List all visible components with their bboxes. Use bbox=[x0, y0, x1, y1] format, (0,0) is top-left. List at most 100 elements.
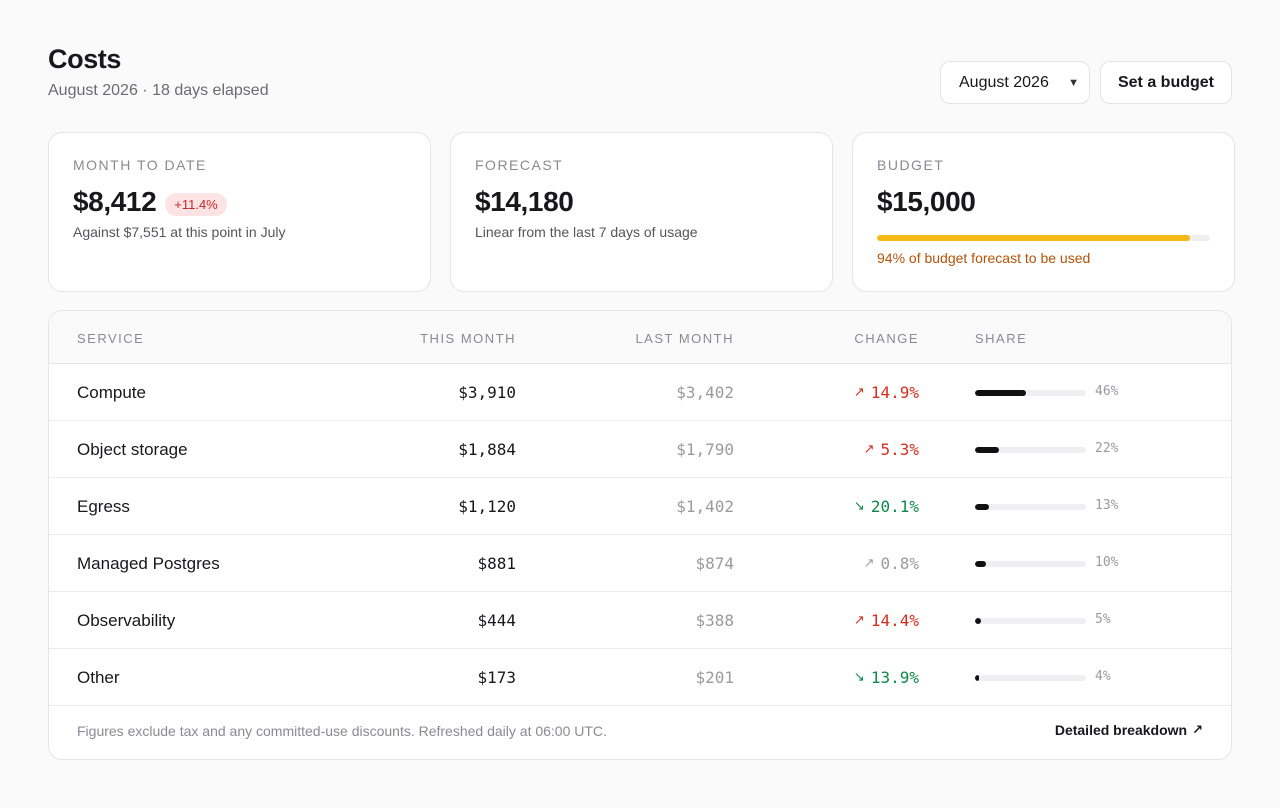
table-row[interactable]: Managed Postgres $881 $874 ↗ 0.8% 10% bbox=[49, 535, 1231, 592]
col-this-month-header[interactable]: THIS MONTH bbox=[420, 331, 516, 346]
card-value: $8,412 bbox=[73, 186, 157, 217]
card-value-row: $15,000 bbox=[877, 185, 1210, 219]
card-label: MONTH TO DATE bbox=[73, 157, 207, 173]
share-bar bbox=[975, 390, 1086, 396]
col-share-header[interactable]: SHARE bbox=[975, 331, 1028, 346]
share-bar-fill bbox=[975, 561, 987, 567]
table-row[interactable]: Object storage $1,884 $1,790 ↗ 5.3% 22% bbox=[49, 421, 1231, 478]
arrow-up-right-icon: ↗ bbox=[863, 556, 875, 571]
change-cell: ↗ 0.8% bbox=[864, 554, 919, 573]
share-percent: 22% bbox=[1095, 441, 1119, 456]
change-cell: ↗ 14.4% bbox=[854, 611, 919, 630]
table-body: Compute $3,910 $3,402 ↗ 14.9% 46% Object stora… bbox=[49, 364, 1231, 706]
set-budget-button[interactable]: Set a budget bbox=[1100, 61, 1232, 104]
last-month-value: $1,790 bbox=[676, 440, 734, 459]
budget-progress-fill bbox=[877, 235, 1191, 241]
card-value-row: $14,180 bbox=[475, 185, 808, 219]
last-month-value: $388 bbox=[695, 611, 734, 630]
forecast-card: FORECAST $14,180 Linear from the last 7 … bbox=[450, 132, 833, 292]
service-name: Other bbox=[77, 668, 120, 687]
share-bar bbox=[975, 504, 1086, 510]
col-last-month-header[interactable]: LAST MONTH bbox=[635, 331, 734, 346]
month-to-date-card: MONTH TO DATE $8,412 +11.4% Against $7,5… bbox=[48, 132, 431, 292]
change-value: 14.4% bbox=[870, 611, 919, 630]
this-month-value: $173 bbox=[477, 668, 516, 687]
arrow-up-right-icon: ↗ bbox=[853, 613, 865, 628]
change-value: 5.3% bbox=[880, 440, 919, 459]
table-row[interactable]: Egress $1,120 $1,402 ↘ 20.1% 13% bbox=[49, 478, 1231, 535]
card-value: $15,000 bbox=[877, 186, 976, 217]
card-note: Against $7,551 at this point in July bbox=[73, 224, 286, 240]
table-header: SERVICE THIS MONTH LAST MONTH CHANGE SHA… bbox=[49, 311, 1231, 364]
service-name: Managed Postgres bbox=[77, 554, 220, 573]
table-footer: Figures exclude tax and any committed-us… bbox=[49, 703, 1231, 759]
change-value: 20.1% bbox=[870, 497, 919, 516]
detailed-breakdown-link[interactable]: Detailed breakdown ↗ bbox=[1055, 722, 1203, 738]
this-month-value: $1,884 bbox=[458, 440, 516, 459]
services-table: SERVICE THIS MONTH LAST MONTH CHANGE SHA… bbox=[48, 310, 1232, 760]
last-month-value: $874 bbox=[695, 554, 734, 573]
page-subtitle: August 2026 · 18 days elapsed bbox=[48, 82, 269, 99]
arrow-down-right-icon: ↘ bbox=[853, 670, 865, 685]
table-row[interactable]: Other $173 $201 ↘ 13.9% 4% bbox=[49, 649, 1231, 706]
change-value: 14.9% bbox=[870, 383, 919, 402]
last-month-value: $1,402 bbox=[676, 497, 734, 516]
share-bar bbox=[975, 675, 1086, 681]
service-name: Observability bbox=[77, 611, 176, 630]
delta-badge: +11.4% bbox=[165, 192, 227, 216]
card-label: FORECAST bbox=[475, 157, 564, 173]
share-bar bbox=[975, 447, 1086, 453]
budget-warning: 94% of budget forecast to be used bbox=[877, 250, 1091, 266]
arrow-up-right-icon: ↗ bbox=[863, 442, 875, 457]
summary-cards: MONTH TO DATE $8,412 +11.4% Against $7,5… bbox=[48, 132, 1235, 292]
service-name: Object storage bbox=[77, 440, 188, 459]
arrow-up-right-icon: ↗ bbox=[853, 385, 865, 400]
period-select[interactable]: August 2026 ▼ bbox=[940, 61, 1090, 104]
share-percent: 10% bbox=[1095, 555, 1119, 570]
change-cell: ↗ 5.3% bbox=[864, 440, 919, 459]
budget-card: BUDGET $15,000 94% of budget forecast to… bbox=[852, 132, 1235, 292]
card-value: $14,180 bbox=[475, 186, 574, 217]
card-note: Linear from the last 7 days of usage bbox=[475, 224, 698, 240]
card-value-row: $8,412 +11.4% bbox=[73, 185, 406, 219]
budget-progress-bar bbox=[877, 235, 1210, 241]
change-value: 0.8% bbox=[880, 554, 919, 573]
change-cell: ↘ 13.9% bbox=[854, 668, 919, 687]
service-name: Egress bbox=[77, 497, 130, 516]
share-bar-fill bbox=[975, 675, 980, 681]
share-bar-fill bbox=[975, 447, 1000, 453]
share-percent: 13% bbox=[1095, 498, 1119, 513]
share-bar-fill bbox=[975, 504, 990, 510]
share-percent: 4% bbox=[1095, 669, 1111, 684]
header-actions: August 2026 ▼ Set a budget bbox=[940, 61, 1232, 104]
share-bar bbox=[975, 618, 1086, 624]
period-select-value: August 2026 bbox=[959, 73, 1049, 91]
this-month-value: $444 bbox=[477, 611, 516, 630]
share-percent: 5% bbox=[1095, 612, 1111, 627]
share-bar-fill bbox=[975, 618, 981, 624]
detailed-breakdown-label: Detailed breakdown bbox=[1054, 722, 1188, 738]
share-percent: 46% bbox=[1095, 384, 1119, 399]
share-bar-fill bbox=[975, 390, 1027, 396]
table-row[interactable]: Compute $3,910 $3,402 ↗ 14.9% 46% bbox=[49, 364, 1231, 421]
card-label: BUDGET bbox=[877, 157, 945, 173]
change-cell: ↘ 20.1% bbox=[854, 497, 919, 516]
table-row[interactable]: Observability $444 $388 ↗ 14.4% 5% bbox=[49, 592, 1231, 649]
footer-note: Figures exclude tax and any committed-us… bbox=[77, 723, 607, 739]
this-month-value: $3,910 bbox=[458, 383, 516, 402]
external-link-icon: ↗ bbox=[1192, 722, 1203, 738]
change-cell: ↗ 14.9% bbox=[854, 383, 919, 402]
col-change-header[interactable]: CHANGE bbox=[854, 331, 919, 346]
page-header: Costs August 2026 · 18 days elapsed Augu… bbox=[48, 44, 1232, 106]
arrow-down-right-icon: ↘ bbox=[853, 499, 865, 514]
share-bar bbox=[975, 561, 1086, 567]
chevron-down-icon: ▼ bbox=[1068, 76, 1079, 89]
this-month-value: $881 bbox=[477, 554, 516, 573]
this-month-value: $1,120 bbox=[458, 497, 516, 516]
change-value: 13.9% bbox=[870, 668, 919, 687]
page-title: Costs bbox=[48, 44, 122, 74]
last-month-value: $201 bbox=[695, 668, 734, 687]
col-service-header[interactable]: SERVICE bbox=[77, 331, 145, 346]
last-month-value: $3,402 bbox=[676, 383, 734, 402]
